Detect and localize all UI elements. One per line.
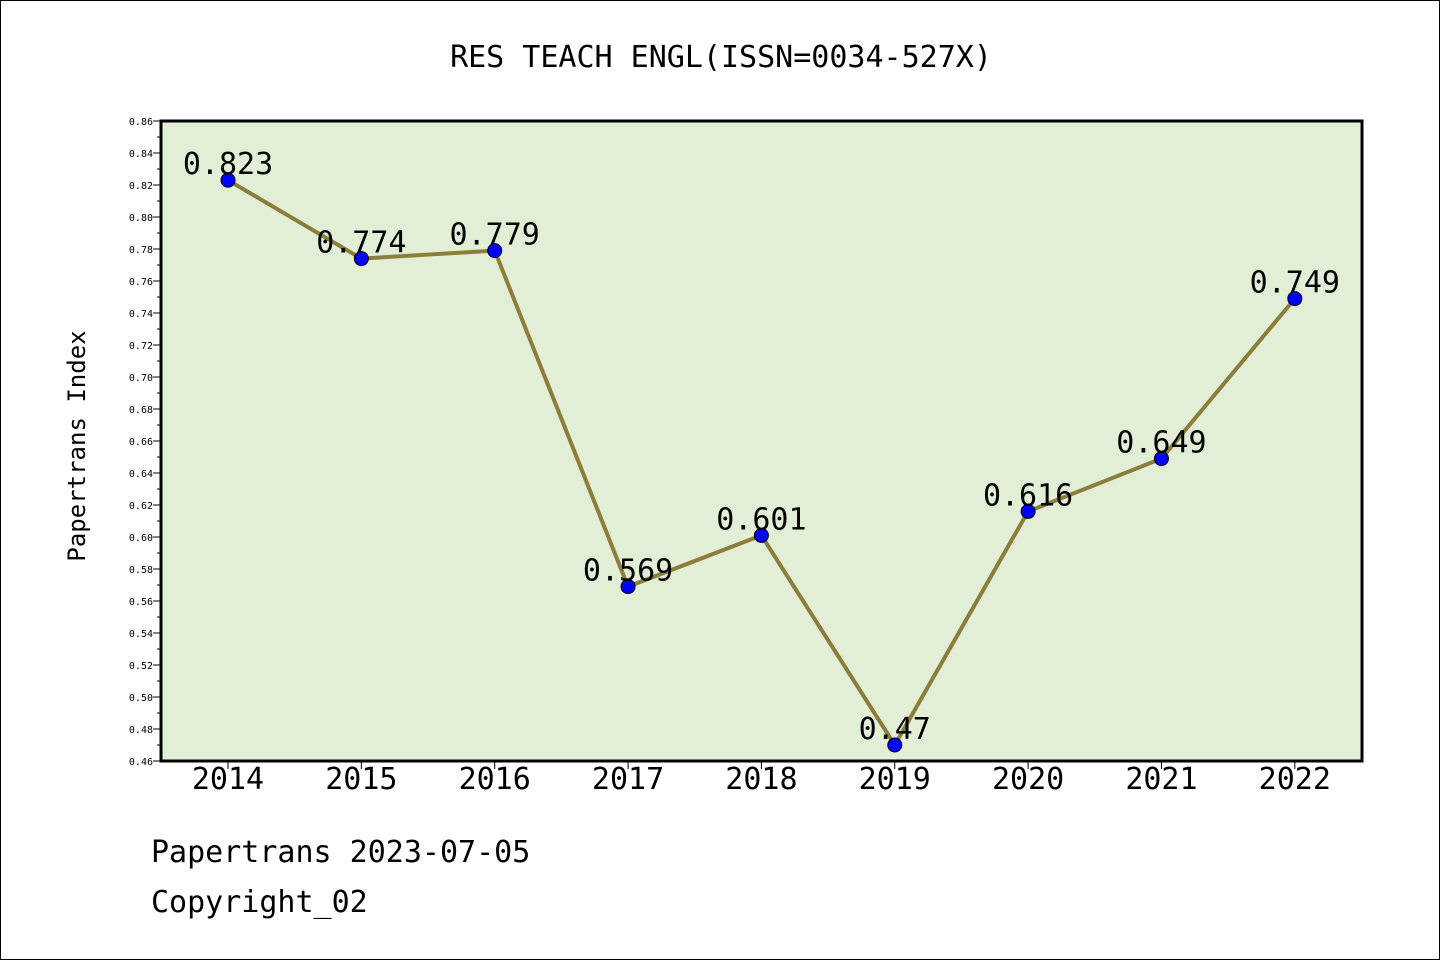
y-tick-label: 0.66 xyxy=(129,437,153,448)
y-tick-label: 0.78 xyxy=(129,245,153,256)
series-line-group xyxy=(220,172,1303,753)
x-axis: 2014 2015 2016 2017 2018 2019 2020 2021 2022 xyxy=(192,761,1331,797)
data-point xyxy=(1020,503,1036,519)
chart-title: RES TEACH ENGL(ISSN=0034-527X) xyxy=(450,40,992,75)
data-label: 0.47 xyxy=(859,712,931,747)
data-label: 0.649 xyxy=(1116,426,1206,461)
data-label: 0.779 xyxy=(450,218,540,253)
x-tick-label: 2016 xyxy=(459,762,531,797)
y-tick-label: 0.52 xyxy=(129,661,153,672)
data-label: 0.749 xyxy=(1250,266,1340,301)
data-point xyxy=(353,251,369,267)
data-point xyxy=(487,243,503,259)
data-label: 0.774 xyxy=(316,226,406,261)
data-point xyxy=(887,737,903,753)
y-tick-label: 0.80 xyxy=(129,213,153,224)
x-tick-label: 2021 xyxy=(1125,762,1197,797)
x-tick-label: 2019 xyxy=(859,762,931,797)
y-tick-label: 0.64 xyxy=(129,469,153,480)
x-tick-label: 2022 xyxy=(1259,762,1331,797)
data-label: 0.823 xyxy=(183,147,273,182)
y-tick-label: 0.84 xyxy=(129,149,153,160)
data-point xyxy=(220,172,236,188)
y-tick-label: 0.70 xyxy=(129,373,153,384)
x-tick-label: 2015 xyxy=(325,762,397,797)
x-tick-label: 2017 xyxy=(592,762,664,797)
y-tick-label: 0.76 xyxy=(129,277,153,288)
y-tick-label: 0.62 xyxy=(129,501,153,512)
y-tick-label: 0.86 xyxy=(129,117,153,128)
y-tick-label: 0.60 xyxy=(129,533,153,544)
y-tick-label: 0.54 xyxy=(129,629,153,640)
footer-copyright: Copyright_02 xyxy=(151,885,368,920)
y-tick-label: 0.68 xyxy=(129,405,153,416)
data-label: 0.616 xyxy=(983,478,1073,513)
y-tick-label: 0.50 xyxy=(129,693,153,704)
plot-area xyxy=(159,119,1364,763)
y-axis-label: Papertrans Index xyxy=(63,330,91,561)
x-tick-label: 2018 xyxy=(725,762,797,797)
y-tick-label: 0.74 xyxy=(129,309,153,320)
data-label: 0.569 xyxy=(583,554,673,589)
y-tick-label: 0.56 xyxy=(129,597,153,608)
footer-date: Papertrans 2023-07-05 xyxy=(151,835,531,870)
data-point xyxy=(1153,451,1169,467)
x-tick-label: 2020 xyxy=(992,762,1064,797)
y-tick-label: 0.82 xyxy=(129,181,153,192)
y-tick-label: 0.46 xyxy=(129,757,153,768)
data-point xyxy=(1287,291,1303,307)
data-label-group: 0.823 0.774 0.779 0.569 0.601 0.47 0.616 0.649 0… xyxy=(183,147,1340,747)
data-point xyxy=(753,527,769,543)
y-tick-label: 0.72 xyxy=(129,341,153,352)
data-label: 0.601 xyxy=(716,502,806,537)
data-point xyxy=(620,579,636,595)
y-tick-label: 0.48 xyxy=(129,725,153,736)
y-tick-label: 0.58 xyxy=(129,565,153,576)
x-tick-label: 2014 xyxy=(192,762,264,797)
y-axis: 0.46 0.48 0.50 0.52 0.54 0.56 0.58 0.60 0.62 0.64… xyxy=(129,117,161,768)
